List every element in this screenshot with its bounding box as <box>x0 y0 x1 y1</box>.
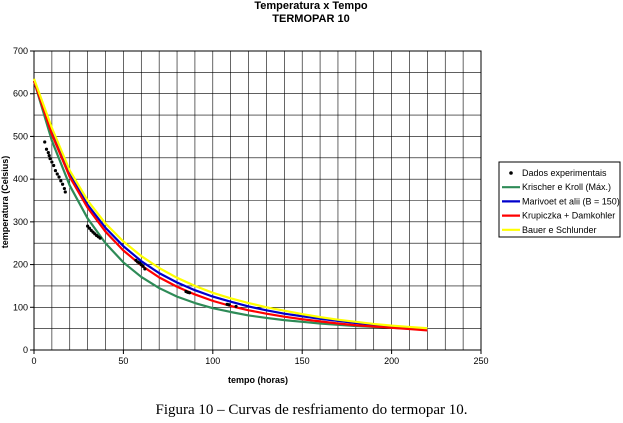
data-point <box>59 179 63 183</box>
data-point <box>46 151 50 155</box>
data-point <box>53 169 58 173</box>
y-tick-label: 100 <box>13 302 28 312</box>
data-point <box>141 264 145 268</box>
x-axis-label: tempo (horas) <box>228 375 288 385</box>
legend-label-dados-experimentais: Dados experimentais <box>522 168 607 178</box>
series-group <box>32 78 428 332</box>
legend-label-marivoet-et-alii-b-150: Marivoet et alii (B = 150) <box>522 196 620 206</box>
plot-frame <box>33 50 482 351</box>
legend-box <box>498 161 621 238</box>
y-tick-label: 300 <box>13 217 28 227</box>
data-point <box>63 190 67 194</box>
y-tick-label: 500 <box>13 131 28 141</box>
y-tick-label: 200 <box>13 260 28 270</box>
data-point <box>86 224 90 228</box>
x-tick-label: 0 <box>31 356 36 366</box>
x-tick-label: 150 <box>295 356 310 366</box>
y-tick-label: 700 <box>13 46 28 56</box>
y-axis-label: temperatura (Celsius) <box>0 156 10 249</box>
x-tick-label: 200 <box>384 356 399 366</box>
y-tick-label: 600 <box>13 89 28 99</box>
data-point <box>55 172 59 176</box>
data-point <box>143 267 147 271</box>
data-point <box>227 303 231 307</box>
figure-caption: Figura 10 – Curvas de resfriamento do te… <box>155 402 468 418</box>
data-point <box>98 236 102 240</box>
legend-label-bauer-e-schlunder: Bauer e Schlunder <box>522 225 597 235</box>
data-point <box>48 157 52 161</box>
data-point <box>43 140 47 144</box>
y-tick-label: 400 <box>13 174 28 184</box>
legend: Dados experimentais Krischer e Kroll (Máx… <box>498 161 621 238</box>
data-point <box>44 147 49 151</box>
data-point <box>234 304 238 309</box>
legend-marker-dados-experimentais <box>509 171 513 175</box>
data-point <box>47 154 51 158</box>
chart-title: Temperatura x Tempo <box>254 0 368 12</box>
y-tick-label: 0 <box>23 345 28 355</box>
data-point <box>50 160 54 164</box>
data-point <box>62 186 66 191</box>
data-point <box>61 182 65 186</box>
series-line-marivoet-et-alii-b-150 <box>32 80 428 331</box>
x-tick-label: 250 <box>473 356 488 366</box>
legend-label-krupiczka-damkohler: Krupiczka + Damkohler <box>522 211 615 221</box>
data-point <box>57 175 61 179</box>
data-point <box>187 291 192 295</box>
x-tick-label: 50 <box>118 356 128 366</box>
data-point <box>52 163 56 168</box>
x-tick-label: 100 <box>205 356 220 366</box>
plot-grid <box>34 51 481 350</box>
data-point <box>87 226 92 230</box>
series-line-krupiczka-damkohler <box>32 80 428 332</box>
series-line-bauer-e-schlunder <box>32 78 428 330</box>
chart-subtitle: TERMOPAR 10 <box>272 13 349 25</box>
legend-label-krischer-e-kroll-m-x: Krischer e Kroll (Máx.) <box>522 182 611 192</box>
axis-ticks: 0 50 100 150 200 250 0 100 200 300 400 500 600 700 <box>13 46 489 366</box>
